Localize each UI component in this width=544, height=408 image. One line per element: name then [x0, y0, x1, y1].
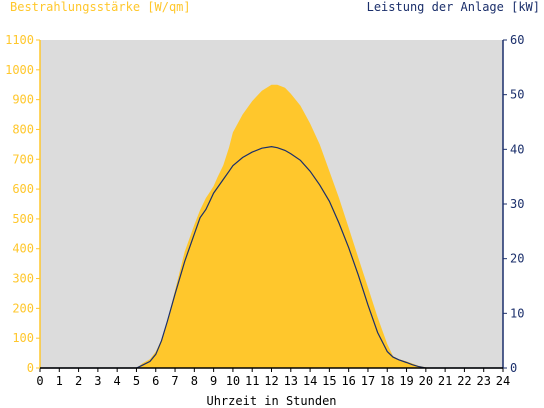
right-tick-label: 0	[510, 361, 517, 375]
left-tick-label: 800	[12, 122, 34, 136]
power-line-layer	[40, 145, 503, 369]
x-tick-label: 19	[399, 374, 413, 388]
x-tick-label: 18	[380, 374, 394, 388]
x-tick-label: 2	[75, 374, 82, 388]
left-tick-label: 500	[12, 212, 34, 226]
left-tick-label: 1000	[5, 63, 34, 77]
left-tick-label: 600	[12, 182, 34, 196]
x-tick-label: 4	[114, 374, 121, 388]
left-tick-label: 100	[12, 331, 34, 345]
left-tick-label: 400	[12, 242, 34, 256]
right-tick-label: 60	[510, 33, 524, 47]
x-tick-label: 14	[303, 374, 317, 388]
left-tick-label: 300	[12, 272, 34, 286]
left-tick-label: 1100	[5, 33, 34, 47]
irradiance-area	[40, 84, 503, 368]
x-tick-label: 10	[226, 374, 240, 388]
x-tick-label: 1	[56, 374, 63, 388]
x-tick-label: 7	[171, 374, 178, 388]
left-tick-label: 700	[12, 152, 34, 166]
x-tick-label: 16	[341, 374, 355, 388]
tick-labels: 0 1 2 3 4 5 6 7 8 9 10 11 12 13 14 15 16 17 18 19 20 21 22 23 24…	[5, 33, 524, 388]
x-tick-label: 3	[94, 374, 101, 388]
x-tick-label: 21	[438, 374, 452, 388]
irradiance-area-layer	[40, 84, 503, 368]
x-tick-label: 11	[245, 374, 259, 388]
x-tick-label: 20	[419, 374, 433, 388]
right-tick-label: 30	[510, 197, 524, 211]
x-tick-label: 12	[264, 374, 278, 388]
power-line	[40, 145, 503, 369]
left-tick-label: 0	[27, 361, 34, 375]
right-tick-label: 40	[510, 142, 524, 156]
x-tick-label: 17	[361, 374, 375, 388]
x-tick-label: 23	[476, 374, 490, 388]
axes	[36, 39, 507, 372]
x-tick-label: 0	[36, 374, 43, 388]
x-tick-label: 22	[457, 374, 471, 388]
x-tick-label: 9	[210, 374, 217, 388]
x-tick-label: 24	[496, 374, 510, 388]
right-tick-label: 20	[510, 252, 524, 266]
x-tick-label: 5	[133, 374, 140, 388]
x-tick-label: 13	[284, 374, 298, 388]
x-tick-label: 8	[191, 374, 198, 388]
x-axis-title: Uhrzeit in Stunden	[206, 394, 336, 408]
left-tick-label: 200	[12, 301, 34, 315]
left-tick-label: 900	[12, 93, 34, 107]
right-tick-label: 50	[510, 88, 524, 102]
right-axis-title: Leistung der Anlage [kW]	[367, 0, 540, 14]
x-tick-label: 15	[322, 374, 336, 388]
x-tick-label: 6	[152, 374, 159, 388]
right-tick-label: 10	[510, 306, 524, 320]
left-axis-title: Bestrahlungsstärke [W/qm]	[10, 0, 191, 14]
